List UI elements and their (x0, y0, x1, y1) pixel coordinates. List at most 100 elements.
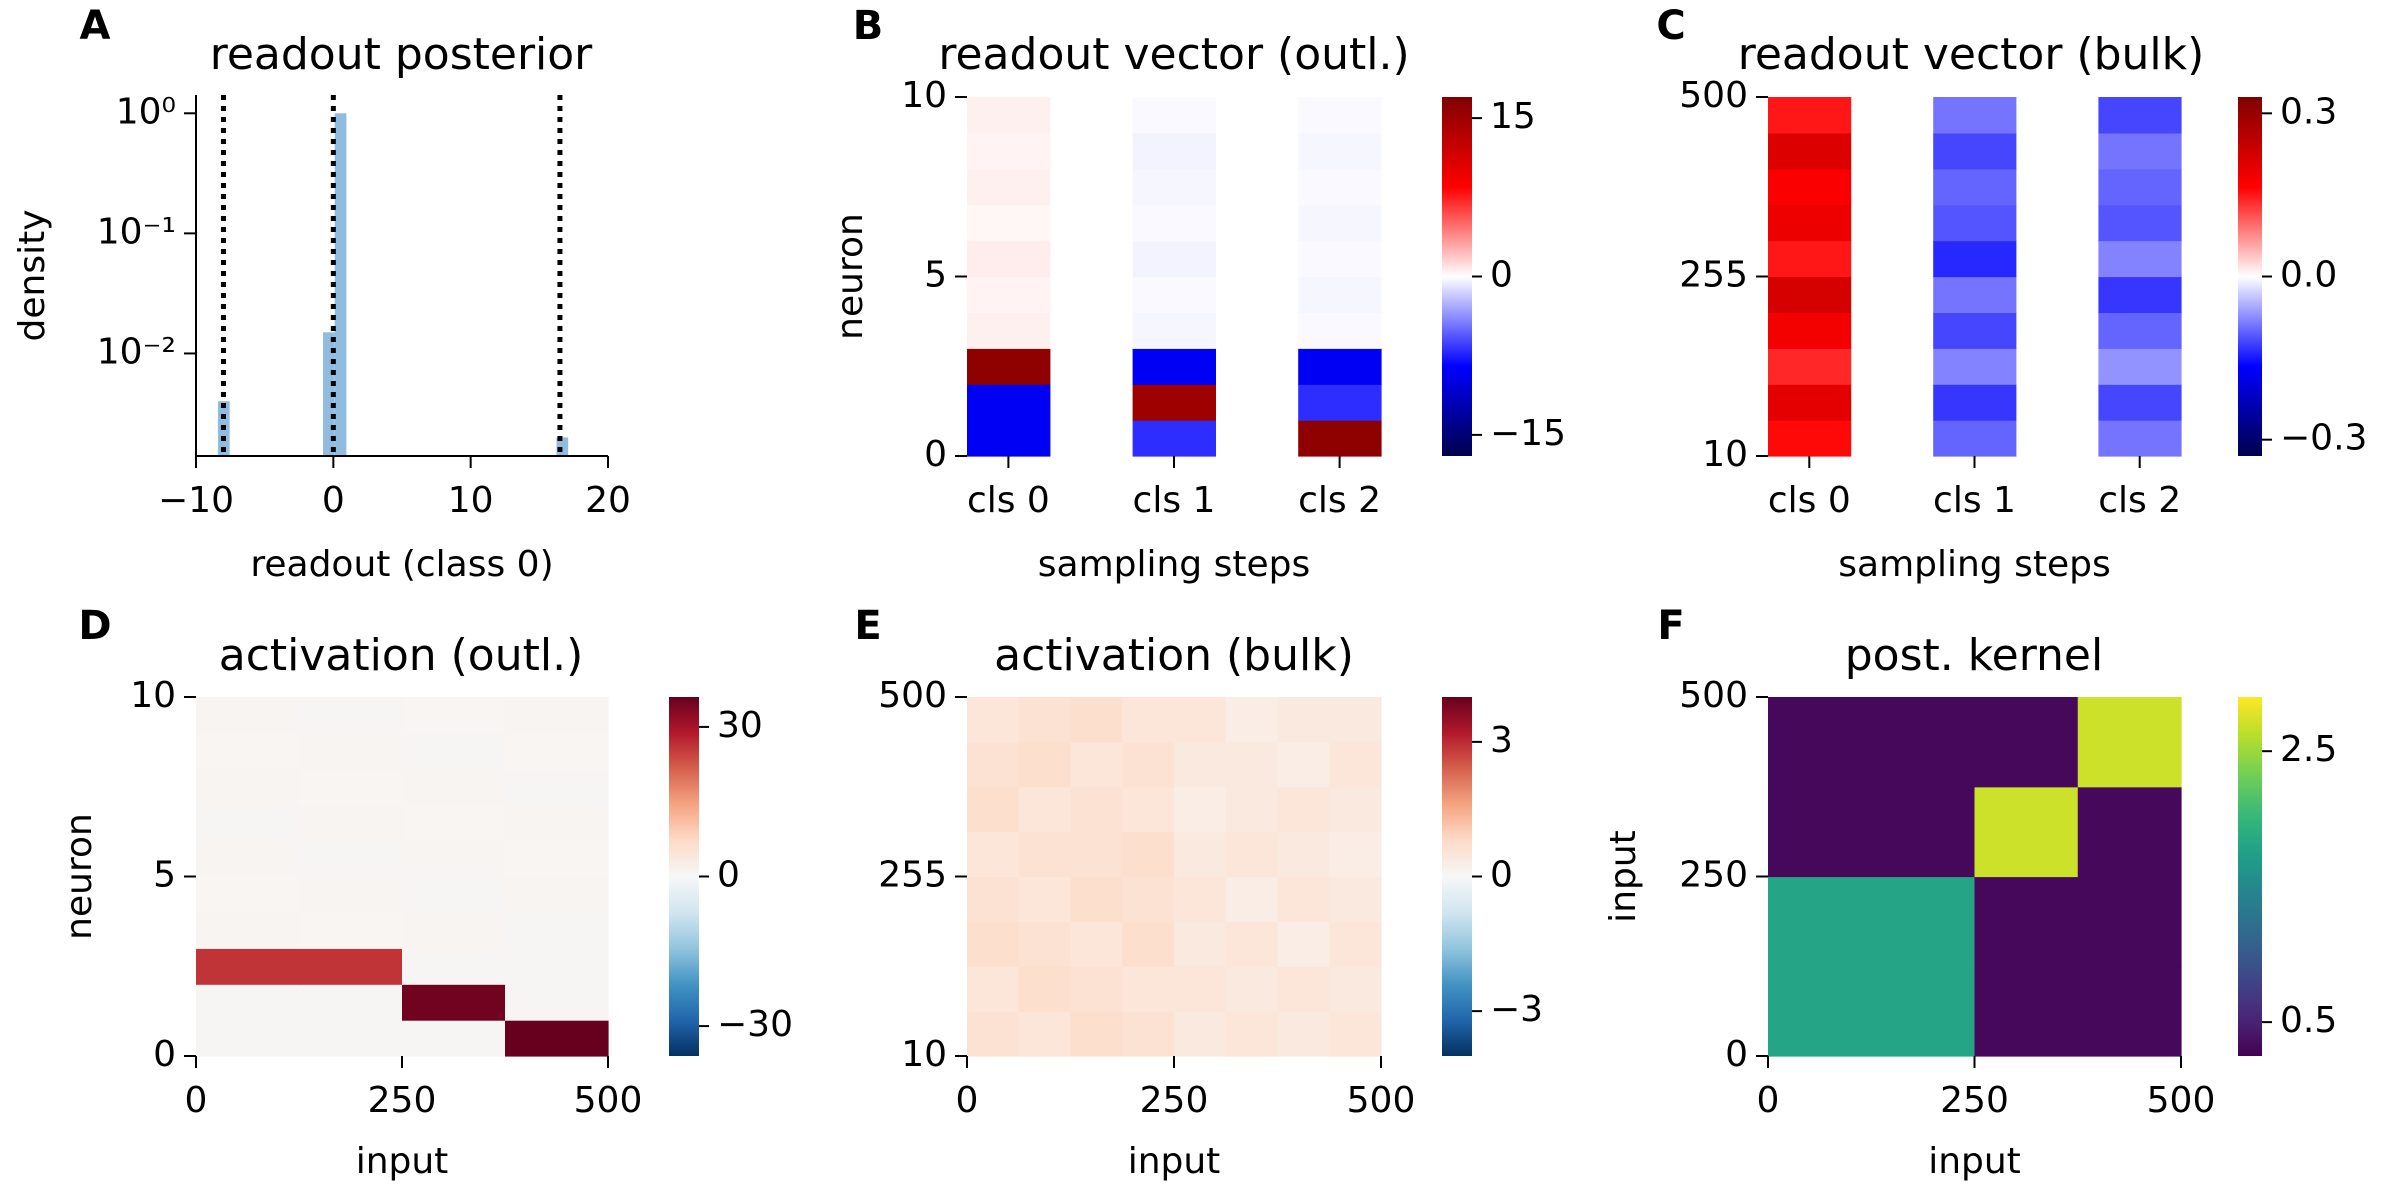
heatmap-cell (196, 984, 300, 1021)
colorbar (2238, 97, 2262, 456)
heatmap-cell (1122, 921, 1175, 967)
colorbar-tick-label: 0 (1490, 855, 1513, 896)
heatmap-cell (1277, 921, 1330, 967)
heatmap-cell (299, 768, 403, 806)
heatmap-cell (1298, 240, 1382, 278)
heatmap-cell (505, 697, 609, 734)
panel-letter: E (854, 603, 881, 649)
heatmap-cell (1933, 132, 2017, 170)
heatmap-cell (299, 840, 403, 878)
heatmap-cell (1329, 831, 1382, 878)
heatmap-cell (1132, 384, 1216, 421)
heatmap-cell (2098, 240, 2182, 278)
heatmap-cell (1070, 831, 1123, 878)
heatmap-cell (2098, 312, 2182, 349)
heatmap-cell (967, 831, 1020, 878)
colorbar-tick-label: 3 (1490, 720, 1513, 761)
panel-letter: D (78, 603, 111, 649)
heatmap-cell (505, 732, 609, 770)
x-tick-label: 0 (322, 480, 345, 521)
heatmap-cell (1122, 876, 1175, 922)
y-tick-label: 500 (1679, 675, 1748, 716)
colorbar-tick-label: 0 (717, 855, 740, 896)
heatmap-cell (967, 1011, 1020, 1057)
heatmap-cell (967, 312, 1051, 349)
heatmap-cell (1122, 966, 1175, 1012)
x-axis-label: input (356, 1141, 449, 1182)
heatmap-cell (196, 948, 300, 985)
x-axis-label: sampling steps (1838, 544, 2110, 585)
heatmap-cell (1768, 168, 1852, 206)
heatmap-cell (1974, 966, 2079, 1057)
heatmap-cell (1277, 876, 1330, 922)
heatmap-cell (1018, 876, 1072, 922)
y-tick-label: 10⁻² (97, 331, 176, 372)
heatmap-cell (1070, 741, 1123, 788)
heatmap-cell (1329, 697, 1382, 743)
heatmap-cell (1225, 966, 1279, 1012)
heatmap-cell (196, 912, 300, 949)
colorbar-tick-label: −30 (717, 1004, 793, 1045)
heatmap-cell (1225, 1011, 1279, 1057)
heatmap-cell (967, 697, 1020, 743)
heatmap-cell (1933, 348, 2017, 385)
y-tick-label: 0 (153, 1034, 176, 1075)
x-tick-label: 0 (1757, 1080, 1780, 1121)
heatmap-cell (299, 1020, 403, 1057)
colorbar-tick-label: 0.5 (2280, 1000, 2337, 1041)
y-tick-label: 10⁰ (116, 91, 176, 132)
heatmap-cell (196, 840, 300, 878)
heatmap-cell (1070, 697, 1123, 743)
heatmap-cell (967, 741, 1020, 788)
heatmap-cell (1871, 786, 1976, 878)
heatmap-cell (1768, 697, 1872, 788)
heatmap-cell (1225, 741, 1279, 788)
x-tick-label: −10 (158, 480, 234, 521)
heatmap-cell (2098, 132, 2182, 170)
y-axis-label: input (1603, 830, 1644, 923)
heatmap-cell (1933, 168, 2017, 206)
colorbar-tick-label: −15 (1490, 413, 1566, 454)
y-axis-label: density (12, 210, 53, 342)
x-tick-label: 250 (368, 1080, 437, 1121)
heatmap-cell (1933, 420, 2017, 457)
heatmap-cell (1018, 1011, 1072, 1057)
heatmap-cell (1018, 741, 1072, 788)
heatmap-cell (402, 768, 506, 806)
heatmap-cell (1768, 312, 1852, 349)
heatmap-cell (299, 912, 403, 949)
heatmap-cell (2098, 168, 2182, 206)
heatmap-cell (1174, 966, 1227, 1012)
heatmap-cell (967, 921, 1020, 967)
heatmap-cell (967, 204, 1051, 242)
heatmap-cell (1298, 312, 1382, 349)
colorbar (1442, 697, 1472, 1056)
y-tick-label: 255 (878, 855, 947, 896)
heatmap-cell (1070, 876, 1123, 922)
y-tick-label: 10⁻¹ (97, 211, 176, 252)
heatmap-cell (1225, 786, 1279, 833)
heatmap-cell (402, 948, 506, 985)
x-tick-label: 20 (585, 480, 631, 521)
y-tick-label: 10 (901, 75, 947, 116)
y-tick-label: 500 (1679, 75, 1748, 116)
heatmap-cell (1018, 697, 1072, 743)
heatmap-cell (196, 876, 300, 913)
heatmap-cell (1122, 1011, 1175, 1057)
heatmap-cell (402, 804, 506, 842)
colorbar-tick-label: 15 (1490, 96, 1536, 137)
heatmap-cell (967, 348, 1051, 385)
heatmap-cell (1225, 697, 1279, 743)
heatmap-cell (2077, 697, 2182, 788)
heatmap-cell (1277, 966, 1330, 1012)
heatmap-cell (1122, 697, 1175, 743)
heatmap-cell (967, 876, 1020, 922)
heatmap-cell (1329, 1011, 1382, 1057)
heatmap-cell (1768, 876, 1872, 967)
heatmap-cell (967, 384, 1051, 421)
heatmap-cell (1277, 786, 1330, 833)
heatmap-cell (1871, 966, 1976, 1057)
